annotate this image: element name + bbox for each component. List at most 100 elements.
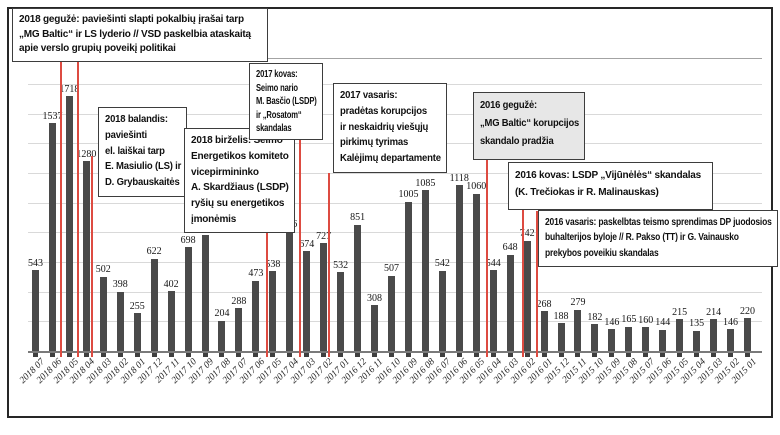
bar-value-label: 268	[536, 298, 552, 310]
bar	[184, 247, 192, 351]
callout-line: vicepirmininko	[191, 166, 259, 178]
bar-value-label: 144	[655, 317, 671, 329]
callout-line: „MG Baltic“ korupcijos	[480, 118, 580, 129]
callout-line: paviešinti	[105, 129, 147, 141]
category-tick	[304, 353, 310, 357]
callout-line: (K. Trečiokas ir R. Malinauskas)	[515, 187, 659, 198]
category-tick	[321, 353, 327, 357]
callout-line: skandalo pradžia	[480, 136, 554, 147]
bar-value-label: 204	[214, 308, 230, 320]
bar-value-label: 255	[129, 300, 145, 312]
callout-box-2017-kovas: 2017 kovas: Seimo nario M. Basčio (LSDP) ir…	[249, 63, 323, 140]
callout-box-2016-kovas: 2016 kovas: LSDP „Vijūnėlės“ skandalas (K…	[508, 162, 713, 210]
bar-value-label: 698	[180, 234, 196, 246]
bar	[303, 251, 311, 351]
category-tick	[439, 353, 445, 357]
category-tick	[219, 353, 225, 357]
category-tick	[66, 353, 72, 357]
bar	[540, 311, 548, 351]
category-tick	[134, 353, 140, 357]
bar	[235, 308, 243, 351]
bar	[506, 254, 514, 351]
bar-value-label: 742	[519, 228, 535, 240]
callout-line: D. Grybauskaitės	[105, 177, 180, 189]
bar-value-label: 182	[587, 311, 603, 323]
bar	[608, 329, 616, 351]
bar	[489, 270, 497, 351]
category-tick	[660, 353, 666, 357]
bar	[404, 201, 412, 351]
gridline	[28, 262, 762, 263]
callout-line: ir neskaidrių viešųjų	[340, 121, 429, 133]
category-tick	[592, 353, 598, 357]
callout-line: ir „Rosatom“	[256, 109, 302, 121]
bar	[320, 243, 328, 351]
bar-value-label: 1718	[59, 83, 80, 95]
bar	[99, 276, 107, 351]
bar	[150, 258, 158, 351]
bar	[591, 324, 599, 351]
category-tick	[202, 353, 208, 357]
callout-line: el. laiškai tarp	[105, 145, 165, 157]
bar-value-label: 538	[265, 258, 281, 270]
callout-line: 2016 gegužė:	[480, 100, 537, 111]
callout-text: 2016 vasaris: paskelbtas teismo sprendim…	[545, 215, 772, 261]
bar-value-label: 188	[553, 310, 569, 322]
event-leader-line	[522, 210, 524, 357]
bar	[337, 272, 345, 351]
event-leader-line	[486, 160, 488, 357]
bar-value-label: 215	[672, 306, 688, 318]
bar	[286, 231, 294, 351]
callout-line: Kalėjimų departamente	[340, 153, 441, 165]
category-tick	[117, 353, 123, 357]
bar	[32, 270, 39, 351]
gridline	[28, 202, 762, 204]
category-tick	[338, 353, 344, 357]
event-leader-line	[77, 62, 79, 357]
bar-value-label: 727	[316, 230, 332, 242]
bar	[387, 275, 395, 351]
event-leader-line	[328, 173, 330, 357]
bar-value-label: 146	[604, 316, 620, 328]
category-tick	[422, 353, 428, 357]
callout-text: 2016 kovas: LSDP „Vijūnėlės“ skandalas (K…	[515, 167, 706, 201]
bar-value-label: 165	[621, 314, 637, 326]
category-tick	[456, 353, 462, 357]
bar-value-label: 1118	[449, 172, 469, 184]
category-tick	[524, 353, 530, 357]
bar-value-label: 473	[248, 268, 264, 280]
bar-value-label: 1537	[42, 110, 63, 122]
bar	[252, 280, 260, 351]
callout-line: Energetikos komiteto	[191, 150, 289, 162]
callout-line: 2018 gegužė: paviešinti slapti pokalbių …	[19, 14, 244, 25]
category-tick	[405, 353, 411, 357]
event-leader-line	[299, 140, 301, 357]
gridline	[28, 321, 762, 323]
event-leader-line	[266, 233, 268, 357]
callout-line: ryšių su energetikos	[191, 198, 285, 210]
bar	[710, 319, 718, 351]
bar	[65, 96, 73, 351]
callout-line: M. Basčio (LSDP)	[256, 96, 317, 108]
bar-value-label: 214	[706, 306, 722, 318]
callout-line: apie verslo grupių poveikį politikai	[19, 43, 176, 54]
callout-box-2017-vasaris: 2017 vasaris: pradėtas korupcijos ir neska…	[333, 83, 447, 173]
bar-value-label: 1280	[76, 148, 97, 160]
callout-box-2016-vasaris: 2016 vasaris: paskelbtas teismo sprendim…	[538, 210, 778, 267]
callout-line: 2018 balandis:	[105, 114, 168, 125]
x-axis-line	[28, 351, 762, 353]
bar-value-label: 1085	[415, 177, 436, 189]
gridline	[28, 232, 762, 234]
bar-value-label: 220	[739, 305, 755, 317]
category-tick	[728, 353, 734, 357]
bar	[659, 329, 667, 351]
category-tick	[507, 353, 513, 357]
bar	[743, 318, 751, 351]
category-tick	[626, 353, 632, 357]
callout-line: pirkimų tyrimas	[340, 137, 409, 149]
bar-value-label: 279	[570, 297, 586, 309]
callout-line: E. Masiulio (LS) ir	[105, 161, 182, 173]
category-tick	[372, 353, 378, 357]
callout-box-2018-geguze: 2018 gegužė: paviešinti slapti pokalbių …	[12, 8, 268, 62]
bar	[727, 329, 735, 351]
